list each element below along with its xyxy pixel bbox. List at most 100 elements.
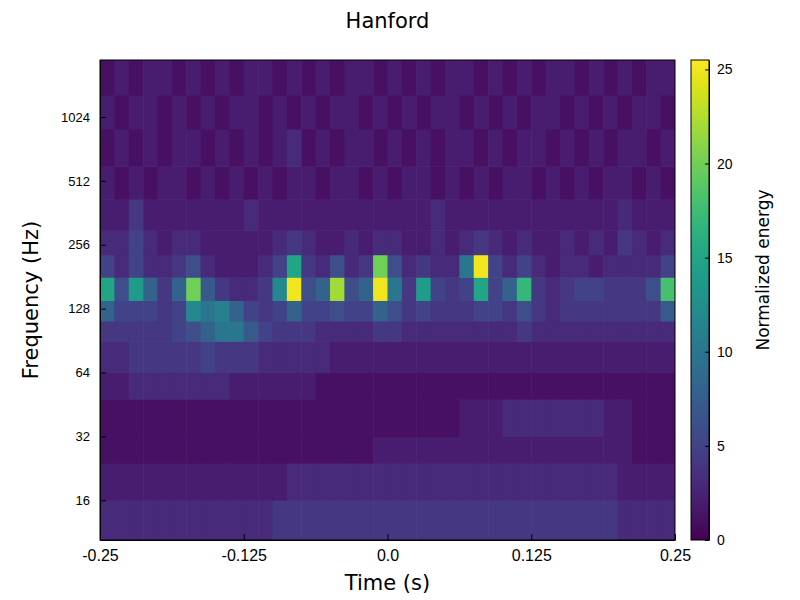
cell [373,129,388,167]
y-tick: 32 [76,429,106,444]
cell [301,500,316,540]
cell [632,166,647,199]
cell [488,321,503,342]
cell [100,436,115,463]
cell [373,199,388,231]
cell [661,199,675,231]
y-tick-label: 1024 [61,110,90,125]
cell [603,399,618,437]
cell [229,300,244,321]
cell [488,60,503,96]
cell [114,95,129,129]
y-tick-mark [100,373,106,374]
cell [503,463,518,501]
cell [445,463,460,501]
cell [344,373,359,400]
cell [488,129,503,167]
cell [114,277,129,301]
cell [114,463,129,501]
cell [143,399,158,437]
cell [129,230,144,255]
cell [560,373,575,400]
cell [646,300,661,321]
cell [416,300,431,321]
cell [661,321,675,342]
cell [503,129,518,167]
cell [186,399,201,437]
cell [574,373,589,400]
cell [445,129,460,167]
cell [603,373,618,400]
colorbar-tick: 5 [705,438,725,454]
cell [546,341,561,373]
cell [402,373,417,400]
cell [143,95,158,129]
cell [100,399,115,437]
cell [316,436,331,463]
cell [330,373,345,400]
cells [100,60,675,540]
cell [546,255,561,278]
cell [273,277,288,301]
cell [143,166,158,199]
cell [186,60,201,96]
cell [301,341,316,373]
cell [632,255,647,278]
cell [503,399,518,437]
cell [646,277,661,301]
cell [316,255,331,278]
cell [445,199,460,231]
cell [474,60,489,96]
cell [517,255,532,278]
cell [373,166,388,199]
colorbar [691,60,709,540]
cell [632,129,647,167]
cell [186,230,201,255]
cell [100,255,115,278]
cell [330,60,345,96]
cell [503,321,518,342]
cell [287,500,302,540]
cell [258,436,273,463]
y-tick: 128 [68,301,106,316]
cell [201,230,216,255]
cell [531,95,546,129]
cell [603,463,618,501]
cell [488,255,503,278]
cell [215,373,230,400]
cell [244,500,259,540]
y-tick-mark [100,245,106,246]
cell [359,230,374,255]
cell [215,399,230,437]
cell [215,436,230,463]
cell [574,166,589,199]
cell [359,341,374,373]
cell [273,321,288,342]
cell [388,436,403,463]
cell [488,399,503,437]
cell [229,129,244,167]
cell [646,500,661,540]
cell [201,129,216,167]
cell [632,277,647,301]
cell [488,95,503,129]
cell [445,230,460,255]
cell [215,60,230,96]
cell [129,277,144,301]
cell [301,95,316,129]
cell [143,277,158,301]
cell [143,463,158,501]
cell [488,341,503,373]
cell [603,129,618,167]
cell [632,399,647,437]
cell [546,199,561,231]
x-axis-line [101,540,676,541]
cell [316,321,331,342]
cell [201,60,216,96]
cell [402,500,417,540]
cell [316,60,331,96]
cell [172,199,187,231]
cell [373,463,388,501]
cell [574,300,589,321]
cell [646,199,661,231]
